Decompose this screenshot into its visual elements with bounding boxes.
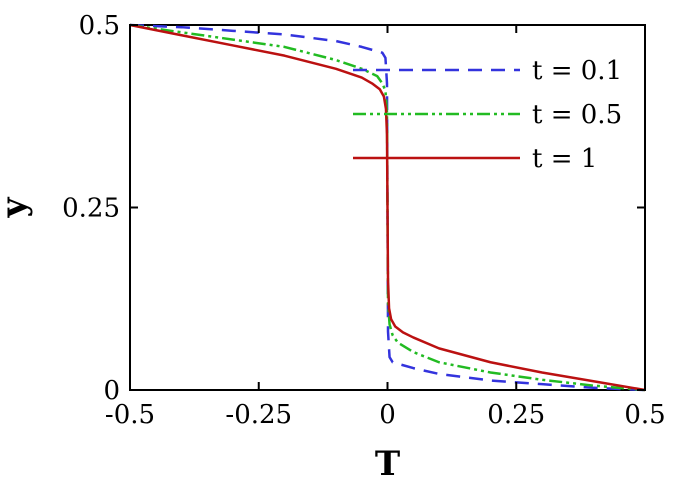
y-tick-label: 0.5 [79,11,120,41]
x-tick-label: 0 [379,400,396,430]
series-line-2 [129,23,646,392]
x-tick-label: -0.5 [105,400,155,430]
series-layer [129,23,646,392]
legend-label-3: t = 1 [532,144,597,174]
y-tick-label: 0 [103,376,120,406]
legend: t = 0.1 t = 0.5 t = 1 [353,56,622,174]
x-tick-label: 0.5 [624,400,665,430]
y-axis-title: y [0,196,34,218]
legend-label-1: t = 0.1 [532,56,622,86]
series-line-3 [129,23,646,392]
x-axis-title: T [375,444,400,484]
axis-ticks: -0.5 -0.25 0 0.25 0.5 0 0.25 0.5 [62,11,666,430]
y-tick-label: 0.25 [62,194,120,224]
series-line-1 [129,23,646,392]
x-tick-label: 0.25 [487,400,545,430]
x-tick-label: -0.25 [225,400,292,430]
legend-label-2: t = 0.5 [532,100,622,130]
